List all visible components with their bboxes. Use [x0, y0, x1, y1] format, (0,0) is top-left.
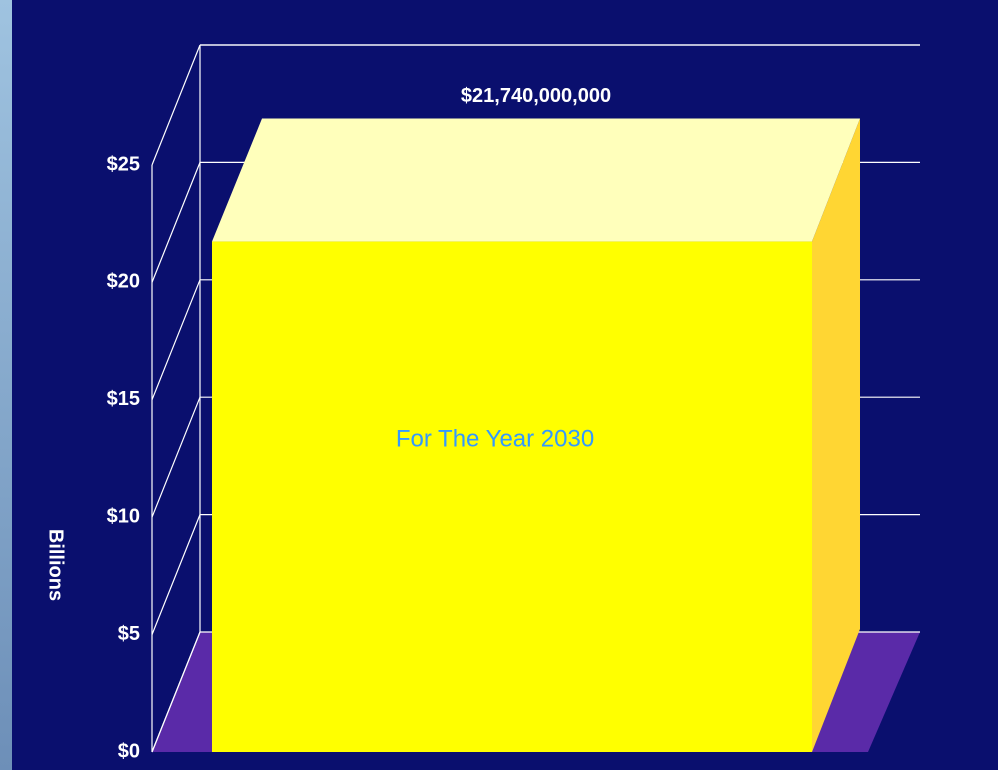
grid-line [151, 396, 201, 518]
value-label: $21,740,000,000 [461, 85, 611, 107]
grid-line [151, 279, 201, 401]
y-axis-label: Billions [45, 529, 67, 601]
grid-line [151, 631, 201, 753]
grid-line [151, 44, 201, 166]
bar-top [212, 118, 860, 242]
bar [212, 241, 812, 752]
category-label: For The Year 2030 [396, 425, 594, 452]
y-tick-label: $10 [107, 505, 140, 527]
y-tick-label: $25 [107, 153, 140, 175]
grid-line [151, 514, 201, 635]
y-tick-label: $0 [118, 740, 140, 762]
y-tick-label: $5 [118, 623, 140, 645]
side-strip [0, 0, 12, 770]
y-tick-label: $15 [107, 388, 140, 410]
bar-side [812, 118, 860, 752]
grid-line [151, 162, 201, 283]
y-tick-label: $20 [107, 271, 140, 293]
